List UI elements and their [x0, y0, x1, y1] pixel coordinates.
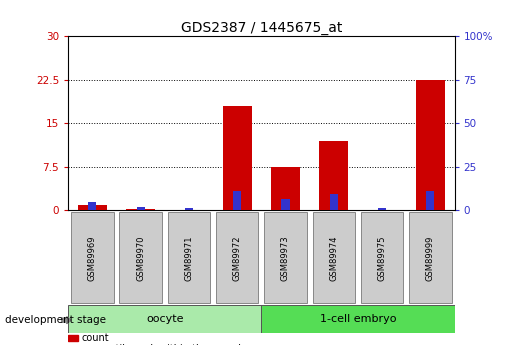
Text: count: count — [82, 333, 109, 343]
Text: 1-cell embryo: 1-cell embryo — [320, 314, 396, 324]
Text: GSM89974: GSM89974 — [329, 235, 338, 280]
FancyBboxPatch shape — [313, 212, 355, 304]
Text: GSM89975: GSM89975 — [378, 235, 386, 280]
Bar — [416, 80, 445, 210]
Bar — [185, 208, 193, 210]
Text: percentile rank within the sample: percentile rank within the sample — [82, 344, 247, 345]
FancyBboxPatch shape — [216, 212, 259, 304]
Text: GSM89972: GSM89972 — [233, 235, 242, 280]
Bar — [426, 191, 434, 210]
Text: GSM89999: GSM89999 — [426, 235, 435, 280]
FancyBboxPatch shape — [168, 212, 210, 304]
FancyBboxPatch shape — [262, 305, 454, 333]
Text: GSM89969: GSM89969 — [88, 235, 97, 280]
Bar — [78, 205, 107, 210]
Title: GDS2387 / 1445675_at: GDS2387 / 1445675_at — [181, 21, 342, 35]
Text: GSM89971: GSM89971 — [184, 235, 193, 280]
Bar — [281, 199, 289, 210]
Bar — [233, 191, 241, 210]
Bar — [271, 167, 300, 210]
Bar — [136, 207, 144, 210]
Bar — [88, 202, 96, 210]
Bar — [330, 194, 338, 210]
Text: oocyte: oocyte — [146, 314, 183, 324]
FancyBboxPatch shape — [361, 212, 403, 304]
Text: GSM89973: GSM89973 — [281, 235, 290, 281]
Bar — [378, 208, 386, 210]
Bar — [68, 335, 78, 342]
FancyBboxPatch shape — [68, 305, 262, 333]
Bar — [319, 141, 348, 210]
Bar — [126, 209, 155, 210]
FancyBboxPatch shape — [119, 212, 162, 304]
FancyBboxPatch shape — [71, 212, 114, 304]
Bar — [223, 106, 251, 210]
Text: development stage: development stage — [5, 315, 106, 325]
FancyBboxPatch shape — [264, 212, 307, 304]
Text: GSM89970: GSM89970 — [136, 235, 145, 280]
FancyBboxPatch shape — [409, 212, 451, 304]
